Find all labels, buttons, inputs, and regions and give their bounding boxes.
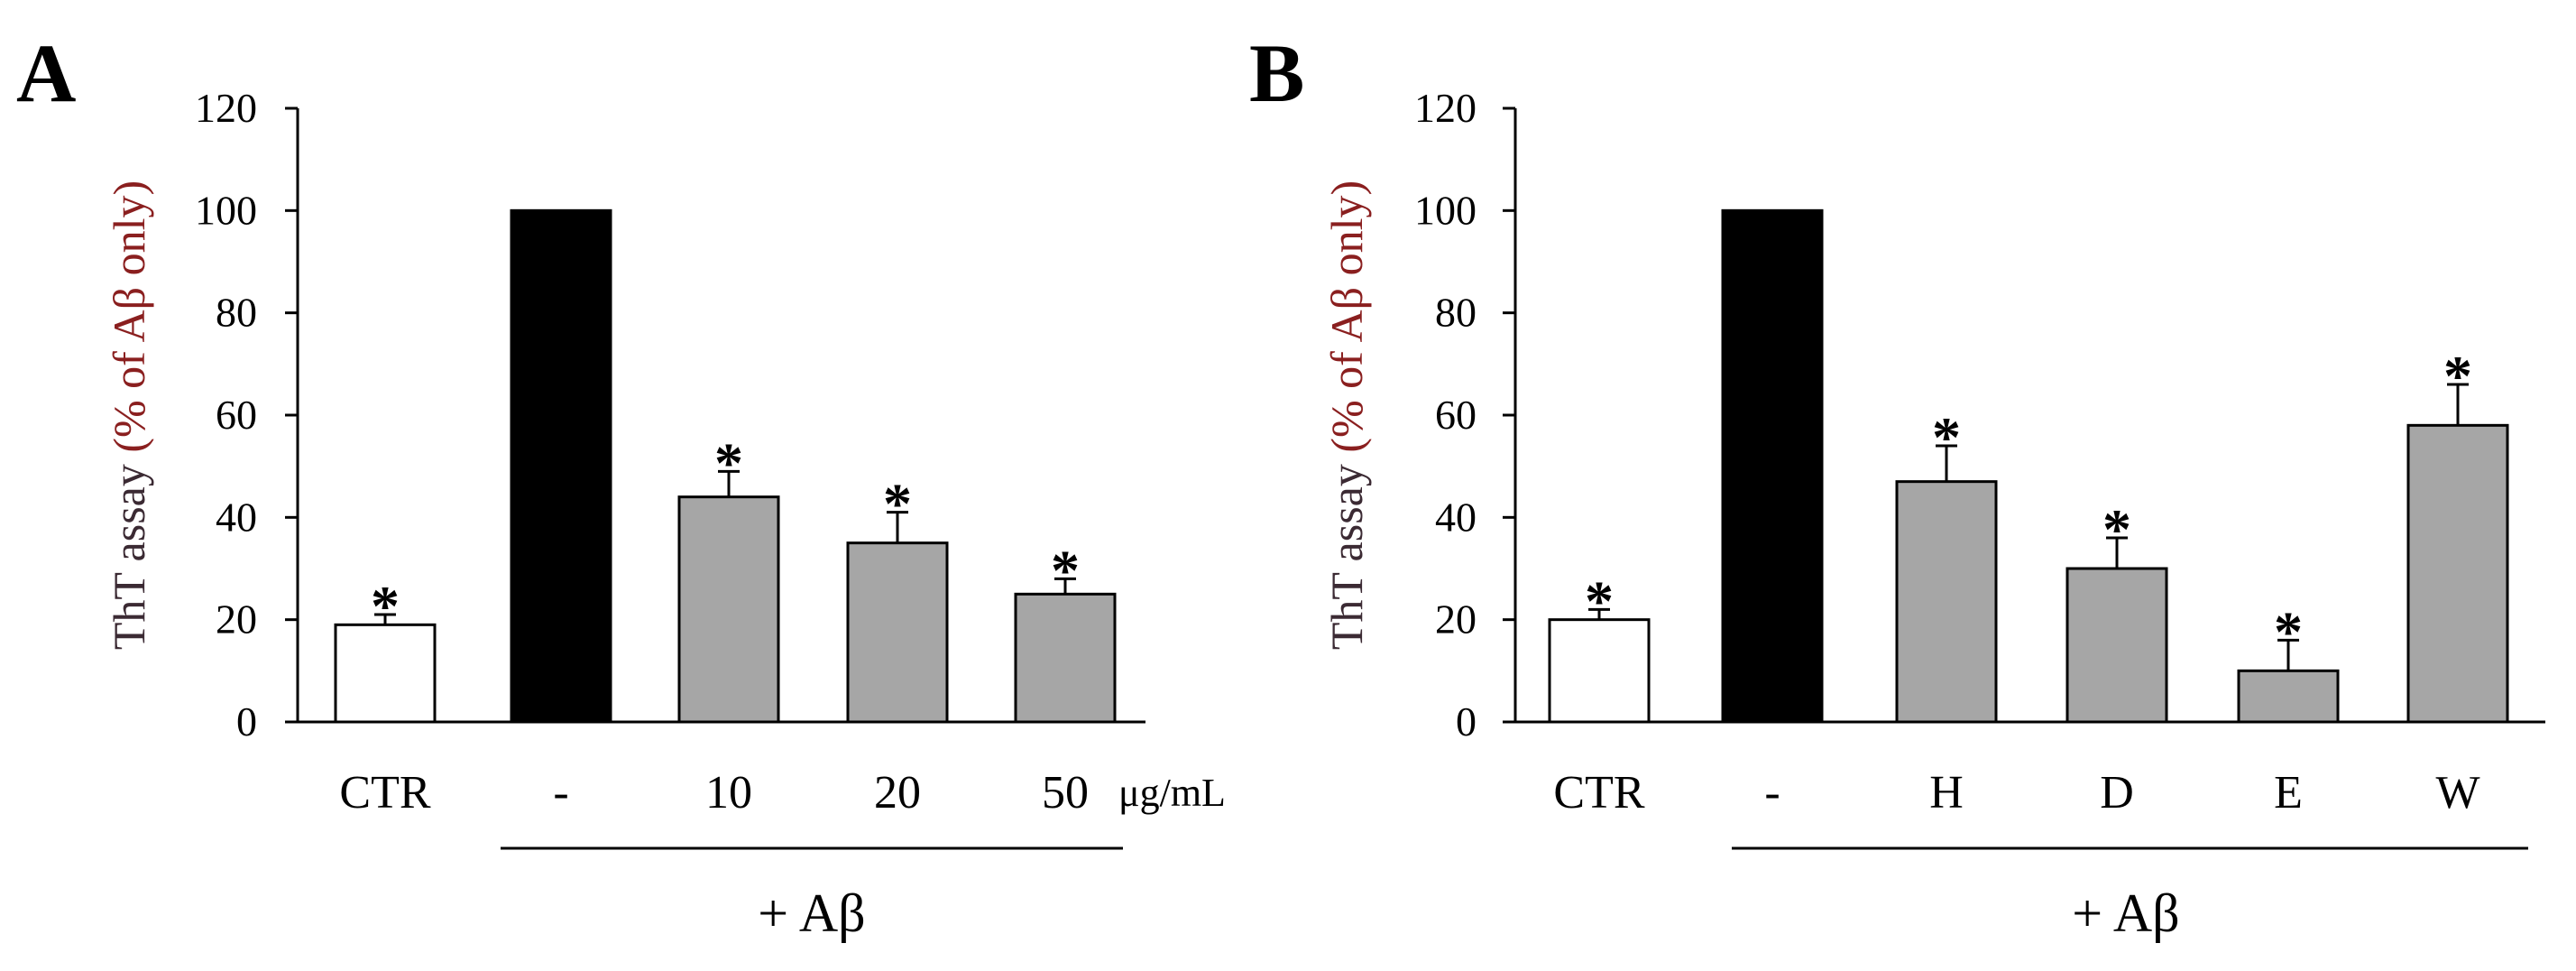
panel-a-y-tick-label: 100: [195, 187, 257, 233]
panel-a-y-tick-label: 120: [195, 85, 257, 131]
panel-b-bar-0: [1548, 618, 1651, 724]
panel-b-chart: B ThT assay (% of Aβ only) 0 20 40 60 80 100 120…: [1249, 27, 2545, 943]
panel-b-y-tick-label: 0: [1456, 698, 1477, 744]
panel-a-category-label-0: CTR: [339, 767, 430, 818]
panel-a-category-label-1: -: [553, 767, 568, 818]
panel-a-y-axis-label-paren: (% of Aβ only): [104, 180, 154, 453]
panel-b-y-tick-label: 100: [1414, 187, 1477, 233]
panel-a-chart: A ThT assay (% of Aβ only) 0 20 40 60 80 100 120…: [16, 27, 1226, 943]
panel-a-y-tick-label: 60: [216, 392, 257, 438]
panel-b-y-tick-label: 60: [1435, 392, 1477, 438]
panel-b-category-label-4: E: [2274, 767, 2303, 818]
panel-b-significance-star-4: *: [2274, 599, 2303, 663]
panel-a-significance-star-2: *: [714, 430, 743, 495]
panel-a-bar-0: [334, 623, 437, 724]
panel-b-y-tick-label: 80: [1435, 290, 1477, 336]
panel-a-unit-label: μg/mL: [1118, 771, 1226, 815]
panel-a-y-tick-label: 40: [216, 494, 257, 540]
panel-a-y-tick-label: 20: [216, 596, 257, 643]
panel-b-bar-1: [1721, 208, 1824, 724]
panel-b-bar-3: [2065, 567, 2168, 724]
panel-b-bar-5: [2406, 423, 2509, 724]
panel-b-y-tick-label: 120: [1414, 85, 1477, 131]
panel-b-significance-star-2: *: [1932, 405, 1961, 469]
panel-b-significance-star-3: *: [2102, 497, 2131, 561]
panel-b-category-label-2: H: [1929, 767, 1964, 818]
panel-a-bar-2: [677, 495, 780, 724]
panel-a-category-label-4: 50: [1042, 767, 1089, 818]
panel-a-bar-4: [1014, 592, 1117, 724]
panel-a-bar-1: [510, 208, 612, 724]
panel-b-category-label-3: D: [2100, 767, 2134, 818]
panel-a-y-tick-label: 0: [236, 698, 257, 744]
panel-b-group-label: + Aβ: [2072, 883, 2179, 943]
panel-a-category-label-2: 10: [705, 767, 752, 818]
panel-a-bar-3: [846, 541, 949, 724]
panel-a-y-tick-label: 80: [216, 290, 257, 336]
panel-b-y-axis-label-main: ThT assay: [1321, 453, 1372, 650]
panel-a-significance-star-3: *: [883, 472, 912, 536]
panel-a-significance-star-4: *: [1051, 538, 1080, 602]
panel-a-significance-star-0: *: [371, 574, 400, 638]
panel-b-y-axis-label: ThT assay (% of Aβ only): [1321, 180, 1372, 650]
panel-a-letter: A: [16, 27, 76, 119]
panel-b-category-label-1: -: [1764, 767, 1780, 818]
panel-a-group-label: + Aβ: [758, 883, 865, 943]
panel-b-significance-star-0: *: [1585, 569, 1614, 633]
panel-b-significance-star-5: *: [2443, 344, 2472, 408]
panel-b-category-label-5: W: [2435, 767, 2479, 818]
panel-b-bar-4: [2237, 669, 2340, 724]
panel-b-bar-2: [1895, 480, 1998, 724]
panel-b-y-tick-label: 20: [1435, 596, 1477, 643]
panel-b-y-tick-label: 40: [1435, 494, 1477, 540]
panel-a-category-label-3: 20: [874, 767, 921, 818]
panel-a-y-axis-label-main: ThT assay: [104, 453, 154, 650]
panel-a-y-axis-label: ThT assay (% of Aβ only): [104, 180, 154, 650]
panel-b-category-label-0: CTR: [1553, 767, 1644, 818]
panel-b-letter: B: [1249, 27, 1304, 119]
panel-b-y-axis-label-paren: (% of Aβ only): [1321, 180, 1372, 453]
